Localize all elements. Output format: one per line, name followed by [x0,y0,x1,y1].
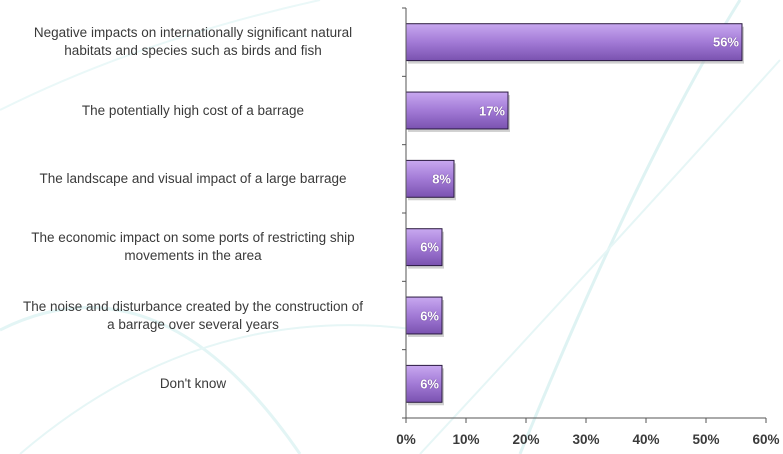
x-tick-label: 30% [572,432,600,447]
bar-data-label: 17% [478,103,505,118]
category-label: The potentially high cost of a barrage [0,102,393,120]
category-label-line: habitats and species such as birds and f… [64,43,322,59]
category-label-line: The landscape and visual impact of a lar… [39,170,347,186]
bar-data-label: 6% [420,308,439,323]
category-label-line: The noise and disturbance created by the… [23,298,363,314]
bar [405,91,509,130]
axes-group [402,7,767,423]
bar-data-label: 8% [432,171,451,187]
category-label: The economic impact on some ports of res… [0,229,393,265]
x-tick-label: 40% [632,432,660,447]
bar-data-label: 6% [420,376,439,392]
category-label-line: Negative impacts on internationally sign… [33,25,353,41]
category-label-line: The economic impact on some ports of res… [31,230,355,246]
bar-data-label: 6% [420,239,439,255]
category-label: The noise and disturbance created by the… [0,298,393,334]
category-label: Negative impacts on internationally sign… [0,24,393,60]
category-label-line: movements in the area [124,248,262,264]
x-tick-label: 20% [512,432,540,447]
x-tick-label: 0% [396,432,416,447]
category-label: Don't know [0,375,393,393]
category-label-line: a barrage over several years [107,316,279,332]
x-tick-label: 10% [452,432,480,447]
category-label-line: The potentially high cost of a barrage [81,102,305,118]
bars-group [405,23,744,406]
bar-data-label: 56% [712,34,739,50]
x-tick-label: 60% [752,432,780,447]
bar [405,296,443,335]
bar [405,159,455,198]
bar [405,228,443,267]
category-label-line: Don't know [159,375,227,391]
x-tick-label: 50% [692,432,720,447]
category-label: The landscape and visual impact of a lar… [0,170,393,188]
bar [405,23,743,62]
bar [405,364,443,403]
